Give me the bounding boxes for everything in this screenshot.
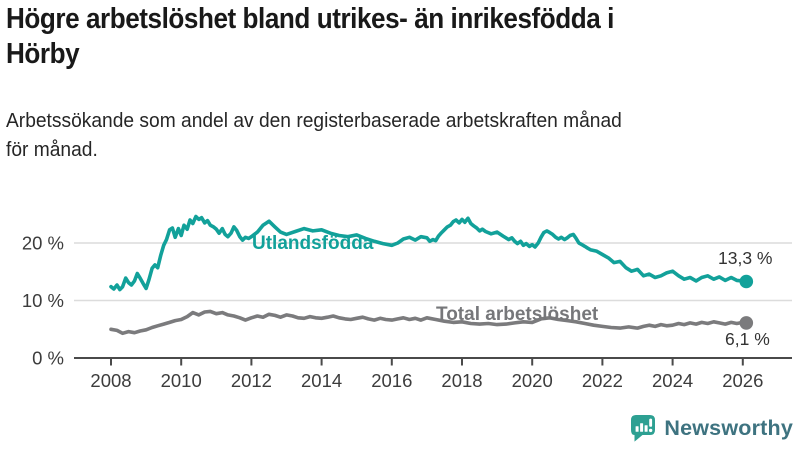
x-axis-tick-label: 2014 [301, 370, 342, 391]
end-value-label-total-arbetsloshet: 6,1 % [725, 329, 770, 349]
chart-title: Högre arbetslöshet bland utrikes- än inr… [6, 3, 614, 70]
series-label-utlandsfodda: Utlandsfödda [252, 233, 374, 254]
series-line-utlandsfodda [109, 214, 749, 292]
x-axis-tick-label: 2016 [371, 370, 412, 391]
y-axis-tick-label: 20 % [22, 233, 64, 254]
series-label-total-arbetsloshet: Total arbetslöshet [436, 304, 599, 325]
newsworthy-logo: Newsworthy [630, 414, 793, 442]
x-axis-tick-label: 2012 [231, 370, 272, 391]
newsworthy-chart-bubble-icon [631, 415, 656, 442]
x-axis-tick-label: 2018 [441, 370, 482, 391]
x-axis-tick-label: 2010 [161, 370, 202, 391]
logo-exclamation-bar [649, 418, 653, 427]
y-axis-tick-label: 10 % [22, 290, 64, 311]
x-axis-tick-label: 2008 [90, 370, 131, 391]
logo-exclamation-dot [649, 428, 653, 433]
logo-bar-2 [640, 423, 644, 432]
series-end-dot-total-arbetsloshet [739, 316, 754, 330]
end-value-label-utlandsfodda: 13,3 % [718, 248, 773, 268]
newsworthy-logo-text: Newsworthy [664, 415, 793, 440]
x-axis-tick-label: 2022 [582, 370, 623, 391]
chart-subtitle: Arbetssökande som andel av den registerb… [6, 110, 622, 161]
logo-bar-3 [644, 425, 648, 432]
y-axis-tick-label: 0 % [32, 348, 64, 369]
logo-bar-1 [635, 426, 639, 432]
x-axis-tick-label: 2026 [722, 370, 763, 391]
series-end-dot-utlandsfodda [739, 274, 754, 289]
series-line-total-arbetsloshet [109, 309, 749, 336]
x-axis-tick-label: 2020 [512, 370, 553, 391]
x-axis-tick-label: 2024 [652, 370, 693, 391]
